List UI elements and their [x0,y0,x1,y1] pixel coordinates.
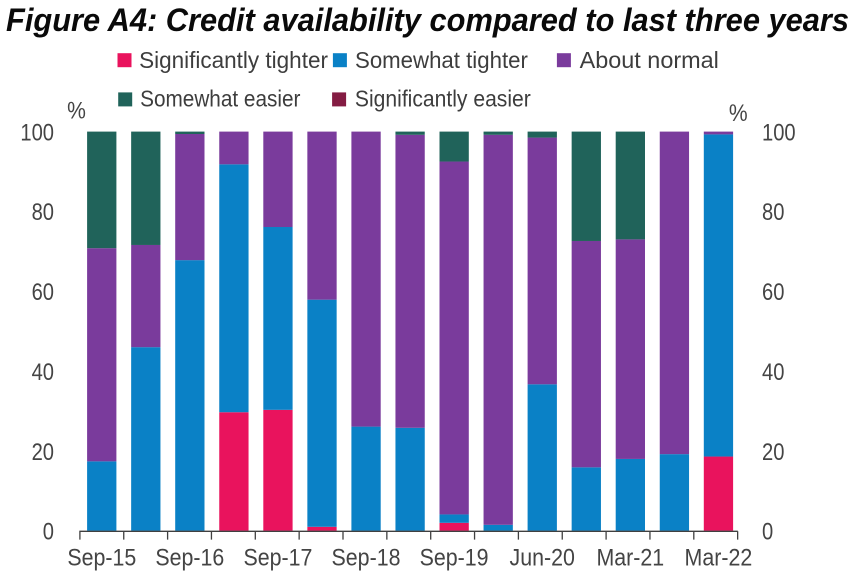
svg-text:Figure A4: Credit availability: Figure A4: Credit availability compared … [6,2,849,38]
svg-text:80: 80 [762,199,784,226]
svg-text:Sep-19: Sep-19 [420,543,489,570]
svg-text:0: 0 [43,518,54,545]
svg-text:Mar-21: Mar-21 [596,543,664,570]
svg-text:Somewhat easier: Somewhat easier [140,85,301,111]
svg-text:Sep-16: Sep-16 [155,543,224,570]
svg-text:%: % [67,97,86,124]
svg-text:100: 100 [762,119,796,146]
svg-text:Significantly easier: Significantly easier [355,86,531,112]
svg-text:Somewhat tighter: Somewhat tighter [355,46,528,73]
svg-text:0: 0 [762,518,773,545]
svg-text:Sep-18: Sep-18 [332,543,401,570]
svg-text:Mar-22: Mar-22 [685,543,753,570]
svg-text:%: % [729,100,748,127]
svg-text:40: 40 [32,358,54,385]
svg-text:60: 60 [762,278,784,305]
svg-text:100: 100 [20,119,54,146]
svg-text:20: 20 [762,438,784,465]
svg-text:40: 40 [762,358,784,385]
svg-text:60: 60 [32,278,54,305]
svg-text:20: 20 [32,438,54,465]
svg-text:About normal: About normal [580,47,719,73]
svg-text:Jun-20: Jun-20 [510,543,575,570]
svg-text:Sep-17: Sep-17 [243,543,312,570]
svg-text:Sep-15: Sep-15 [67,543,136,570]
svg-text:Significantly tighter: Significantly tighter [139,47,328,74]
svg-text:80: 80 [32,199,54,226]
